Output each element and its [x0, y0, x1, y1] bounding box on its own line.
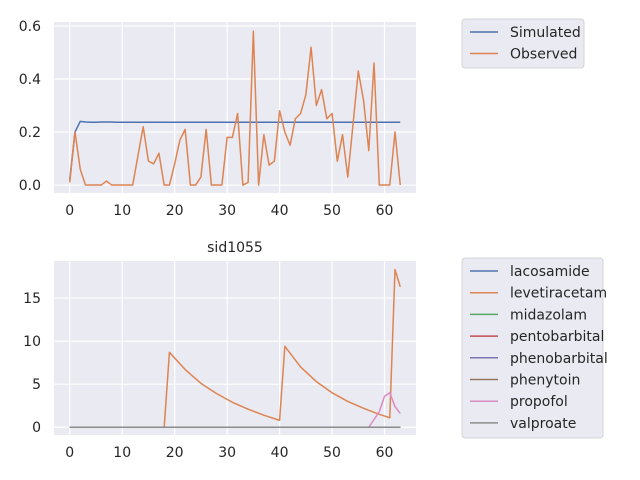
top-chart: 0 10 20 30 40 50 60 0.0 0.2 0.4 0.6 Simulated Observ…: [19, 18, 585, 219]
y-tick-label: 0.2: [19, 125, 41, 141]
plot-area: [54, 261, 416, 435]
y-tick-label: 10: [23, 334, 41, 350]
bottom-chart: 0 10 20 30 40 50 60 0 5 10 15 sid1055 lacosamide leve…: [23, 240, 608, 461]
x-tick-label: 60: [376, 445, 394, 461]
x-tick-label: 50: [323, 445, 341, 461]
y-tick-label: 0.4: [19, 72, 41, 88]
legend: Simulated Observed: [461, 18, 585, 69]
legend-box: [461, 257, 604, 439]
y-tick-label: 0: [32, 420, 41, 436]
legend-label: levetiracetam: [510, 286, 607, 302]
x-tick-label: 30: [218, 203, 236, 219]
legend: lacosamide levetiracetam midazolam pentobar…: [461, 257, 608, 439]
legend-label: Simulated: [510, 25, 581, 41]
x-tick-label: 0: [65, 445, 74, 461]
legend-label: lacosamide: [510, 264, 590, 280]
x-tick-label: 20: [166, 445, 184, 461]
y-tick-label: 0.0: [19, 178, 41, 194]
x-tick-label: 10: [113, 445, 131, 461]
legend-label: Observed: [510, 47, 577, 63]
legend-label: phenytoin: [510, 373, 580, 389]
x-tick-label: 40: [271, 445, 289, 461]
y-tick-label: 5: [32, 377, 41, 393]
x-tick-label: 40: [271, 203, 289, 219]
legend-label: valproate: [510, 416, 576, 432]
x-tick-label: 60: [376, 203, 394, 219]
x-tick-label: 30: [218, 445, 236, 461]
series-line-propofol: [69, 392, 401, 428]
legend-label: phenobarbital: [510, 351, 608, 367]
x-tick-label: 50: [323, 203, 341, 219]
x-tick-label: 0: [65, 203, 74, 219]
y-tick-label: 15: [23, 291, 41, 307]
legend-label: midazolam: [510, 307, 587, 323]
plot-area: [54, 22, 416, 193]
x-tick-label: 10: [113, 203, 131, 219]
y-tick-label: 0.6: [19, 19, 41, 35]
legend-label: propofol: [510, 394, 568, 410]
series-line-observed: [68, 30, 402, 186]
legend-label: pentobarbital: [510, 329, 604, 345]
series-line-levetiracetam: [69, 268, 401, 428]
chart-title: sid1055: [207, 240, 263, 256]
x-tick-label: 20: [166, 203, 184, 219]
